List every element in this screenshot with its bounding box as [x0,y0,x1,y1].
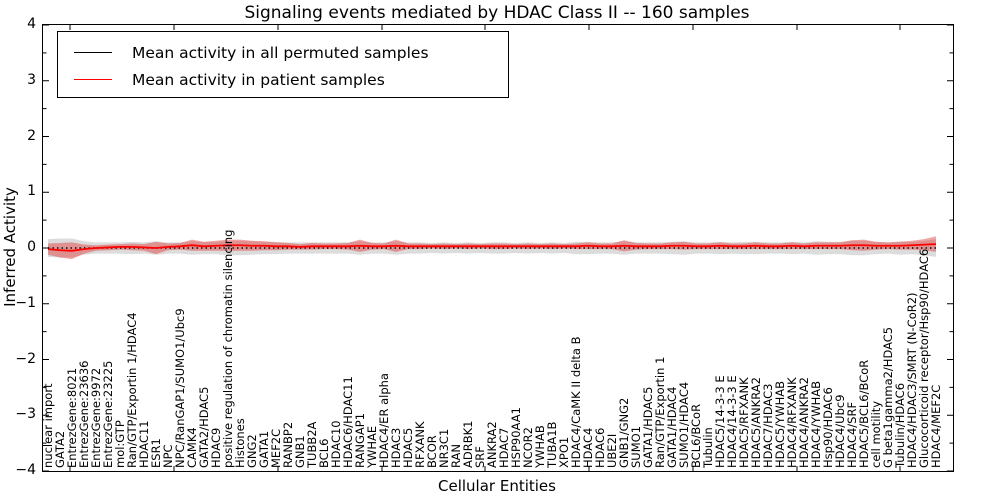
y-tick-label: 2 [2,126,36,146]
legend-label-permuted: Mean activity in all permuted samples [132,44,429,62]
y-tick-label: −2 [2,349,36,369]
legend-row-permuted: Mean activity in all permuted samples [74,39,508,66]
legend-line-permuted-icon [74,52,112,53]
x-axis-label: Cellular Entities [42,477,952,495]
patient-band [48,236,936,259]
y-tick-label: −4 [2,460,36,480]
figure: Signaling events mediated by HDAC Class … [0,0,1000,500]
y-tick-label: 3 [2,70,36,90]
y-tick-label: 4 [2,14,36,34]
chart-title: Signaling events mediated by HDAC Class … [42,3,952,23]
y-tick-label: −3 [2,404,36,424]
legend: Mean activity in all permuted samples Me… [57,31,509,98]
y-tick-label: −1 [2,293,36,313]
legend-label-patient: Mean activity in patient samples [132,71,385,89]
y-tick-label: 0 [2,237,36,257]
x-tick-label: HDAC4/MEF2C [930,385,942,468]
legend-row-patient: Mean activity in patient samples [74,66,508,93]
legend-line-patient-icon [74,79,112,80]
y-tick-label: 1 [2,181,36,201]
